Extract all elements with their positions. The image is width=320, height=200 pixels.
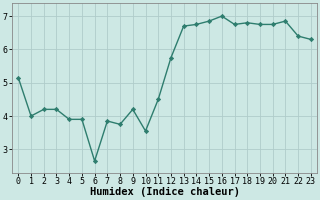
X-axis label: Humidex (Indice chaleur): Humidex (Indice chaleur) — [90, 187, 240, 197]
